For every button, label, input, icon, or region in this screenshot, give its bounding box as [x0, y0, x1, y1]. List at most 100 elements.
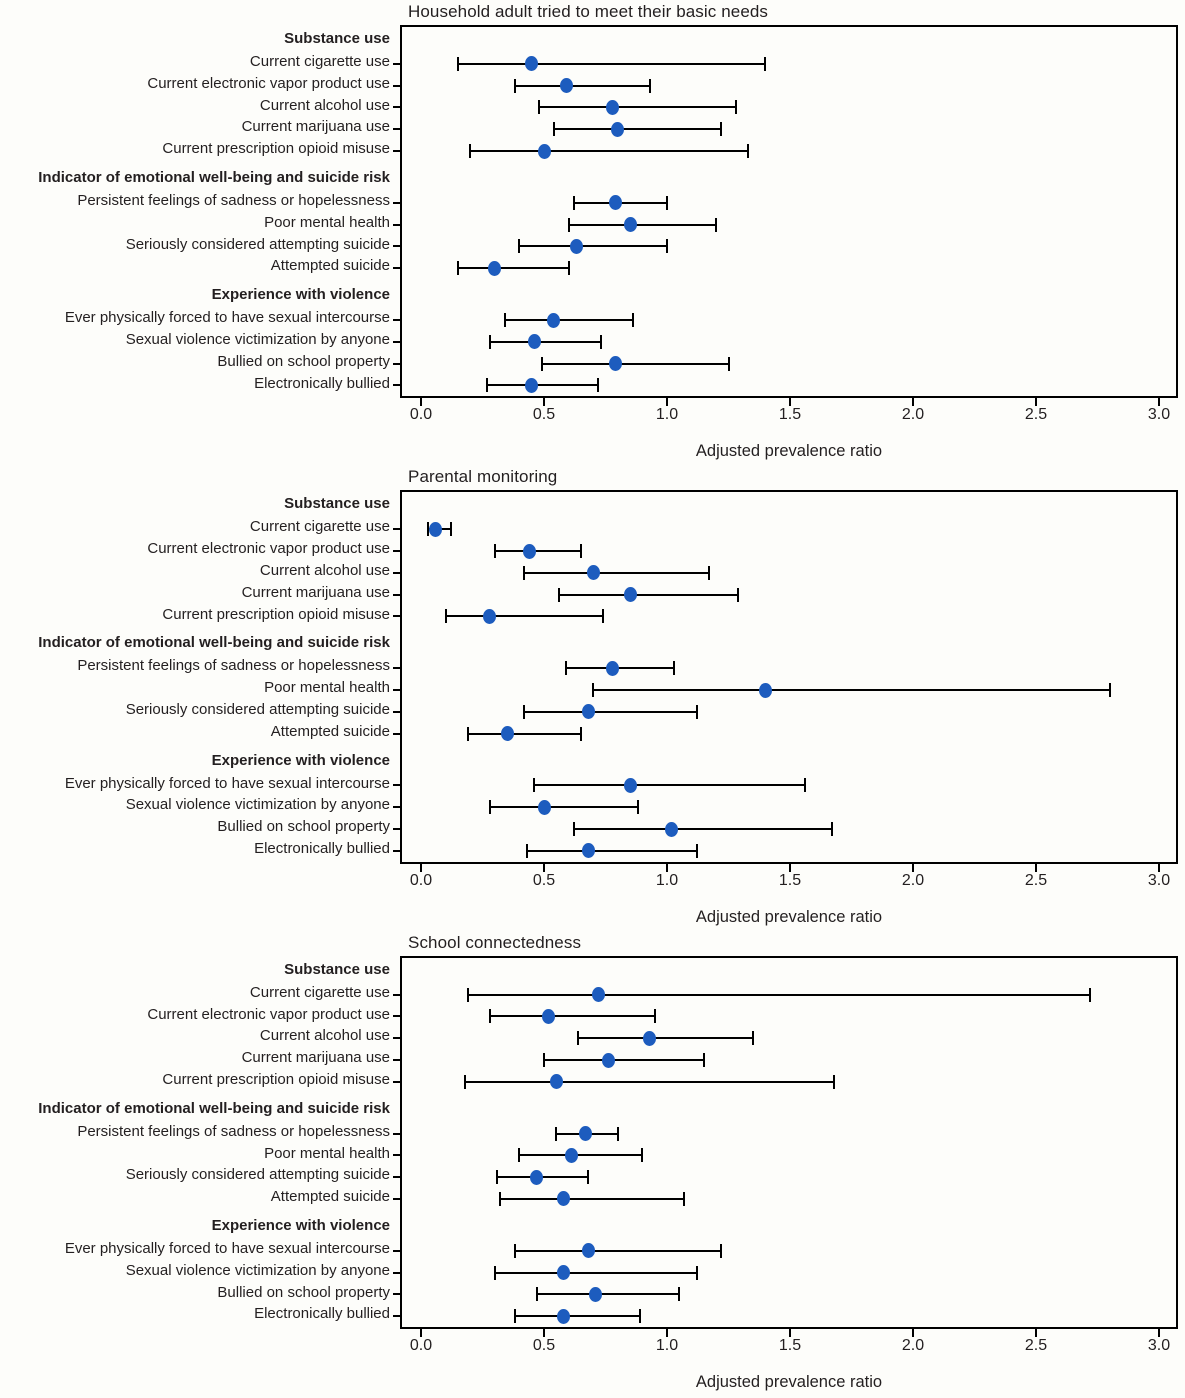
group-header: Substance use — [284, 30, 390, 48]
x-axis-tick-mark — [666, 863, 668, 872]
ci-upper-cap — [616, 1126, 619, 1141]
confidence-interval-bar — [524, 571, 709, 574]
y-axis-tick — [393, 245, 400, 248]
confidence-interval-bar — [487, 384, 599, 387]
confidence-interval-bar — [541, 362, 729, 365]
row-label: Persistent feelings of sadness or hopele… — [77, 657, 390, 675]
panel-title: Parental monitoring — [408, 467, 558, 487]
ci-upper-cap — [678, 1287, 681, 1302]
point-estimate-dot — [758, 682, 772, 698]
ci-upper-cap — [666, 239, 668, 254]
confidence-interval-bar — [578, 1037, 754, 1040]
ci-lower-cap — [456, 261, 459, 276]
point-estimate-dot — [623, 217, 637, 233]
confidence-interval-bar — [457, 267, 569, 270]
forest-row — [393, 584, 1176, 606]
point-estimate-dot — [579, 1126, 593, 1142]
ci-lower-cap — [577, 1031, 580, 1046]
ci-upper-cap — [648, 78, 651, 93]
ci-lower-cap — [525, 843, 528, 858]
ci-lower-cap — [513, 78, 516, 93]
group-header: Indicator of emotional well-being and su… — [38, 634, 390, 652]
point-estimate-dot — [591, 987, 605, 1003]
forest-row — [393, 309, 1176, 331]
confidence-interval-bar — [553, 128, 722, 131]
x-axis-tick-mark — [1035, 1329, 1037, 1338]
ci-lower-cap — [498, 1191, 501, 1206]
forest-row — [393, 818, 1176, 840]
ci-lower-cap — [456, 56, 459, 71]
confidence-interval-bar — [445, 615, 603, 618]
point-estimate-dot — [601, 1052, 615, 1068]
y-axis-tick — [393, 993, 400, 996]
y-axis-tick — [393, 201, 400, 204]
confidence-interval-bar — [489, 340, 601, 343]
confidence-interval-bar — [514, 84, 650, 87]
forest-row — [393, 140, 1176, 162]
panel-body: Substance use Current cigarette use Curren… — [0, 955, 1185, 1330]
y-axis-tick — [393, 223, 400, 226]
ci-upper-cap — [720, 1243, 723, 1258]
point-estimate-dot — [623, 777, 637, 793]
forest-row — [393, 606, 1176, 628]
confidence-interval-bar — [514, 1315, 640, 1318]
row-label: Current marijuana use — [241, 1049, 390, 1067]
ci-lower-cap — [557, 587, 560, 602]
forest-row — [393, 331, 1176, 353]
y-axis-tick — [393, 84, 400, 87]
panel-2: Parental monitoring Substance use Current … — [0, 467, 1185, 926]
point-estimate-dot — [483, 608, 497, 624]
x-axis-tick-mark — [1158, 398, 1160, 407]
x-axis-tick-mark — [1035, 863, 1037, 872]
row-label: Seriously considered attempting suicide — [125, 700, 390, 718]
forest-row — [393, 796, 1176, 818]
confidence-interval-bar — [534, 784, 805, 787]
group-header: Experience with violence — [211, 751, 390, 769]
x-axis-tick-mark — [912, 398, 914, 407]
confidence-interval-bar — [494, 1271, 697, 1274]
ci-lower-cap — [427, 522, 430, 537]
ci-lower-cap — [523, 565, 526, 580]
point-estimate-dot — [586, 565, 600, 581]
row-label: Current electronic vapor product use — [147, 540, 390, 558]
x-axis-tick-label: 1.0 — [655, 406, 679, 424]
y-axis-tick — [393, 1249, 400, 1252]
forest-row — [393, 723, 1176, 745]
ci-upper-cap — [764, 56, 767, 71]
row-label: Current alcohol use — [259, 96, 390, 114]
group-header-spacer — [402, 751, 1176, 775]
group-header-spacer — [402, 285, 1176, 309]
forest-row — [393, 540, 1176, 562]
forest-row — [393, 375, 1176, 397]
y-axis-tick — [393, 319, 400, 322]
row-label: Current prescription opioid misuse — [162, 1070, 390, 1088]
x-axis-title: Adjusted prevalence ratio — [695, 907, 883, 926]
group-header: Experience with violence — [211, 1217, 390, 1235]
row-label: Current electronic vapor product use — [147, 1005, 390, 1023]
forest-row — [393, 192, 1176, 214]
ci-upper-cap — [636, 800, 639, 815]
confidence-interval-bar — [519, 1154, 643, 1157]
confidence-interval-bar — [494, 550, 581, 553]
ci-lower-cap — [565, 661, 568, 676]
confidence-interval-bar — [526, 849, 697, 852]
row-label: Attempted suicide — [270, 257, 390, 275]
y-axis-tick — [393, 550, 400, 553]
point-estimate-dot — [581, 1243, 595, 1259]
y-axis-tick — [393, 106, 400, 109]
confidence-interval-bar — [519, 245, 667, 248]
row-label: Persistent feelings of sadness or hopele… — [77, 192, 390, 209]
row-label: Attempted suicide — [270, 1188, 390, 1206]
forest-row — [393, 840, 1176, 862]
x-axis-tick-mark — [420, 1329, 422, 1338]
row-label: Ever physically forced to have sexual in… — [64, 774, 390, 792]
group-header: Substance use — [284, 495, 390, 513]
confidence-interval-bar — [467, 993, 1091, 996]
ci-lower-cap — [469, 144, 472, 159]
panel-body: Substance use Current cigarette use Curren… — [0, 490, 1185, 864]
confidence-interval-bar — [467, 732, 581, 735]
group-header: Substance use — [284, 960, 390, 978]
x-axis: 0.0 0.5 1.0 1.5 2.0 2.5 3.0 — [0, 863, 1185, 890]
ci-lower-cap — [513, 1243, 516, 1258]
